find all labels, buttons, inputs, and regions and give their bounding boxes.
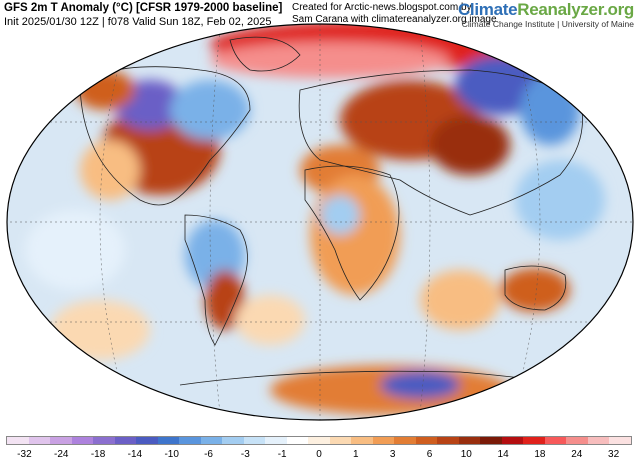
color-scale-segment (372, 437, 395, 444)
color-scale-segment (458, 437, 481, 444)
color-scale-segment (93, 437, 115, 444)
color-scale-segment (415, 437, 438, 444)
color-scale-tick-label: 3 (389, 449, 396, 460)
color-scale-segment (200, 437, 223, 444)
map-subtitle: Init 2025/01/30 12Z | f078 Valid Sun 18Z… (4, 16, 272, 28)
anomaly-field (25, 24, 605, 415)
color-scale-segment (544, 437, 567, 444)
color-scale-segment (286, 437, 309, 444)
color-scale-bar (6, 436, 632, 445)
color-scale-segment (7, 437, 29, 444)
color-scale-ticks: -32 -24 -18 -14 -10 -6 -3 -1 0 1 3 6 10 14 18 24 32 (6, 449, 632, 461)
brand-logo[interactable]: ClimateReanalyzer.org Climate Change Ins… (458, 0, 634, 29)
globe-outline (6, 23, 634, 421)
color-scale-segment (523, 437, 545, 444)
color-scale-segment (179, 437, 201, 444)
color-scale-segment (437, 437, 459, 444)
color-scale-tick-label: 18 (534, 449, 546, 460)
color-scale-tick-label: -3 (240, 449, 250, 460)
color-scale-segment (480, 437, 502, 444)
color-scale-segment (566, 437, 588, 444)
brand-name: ClimateReanalyzer.org (458, 0, 634, 20)
color-scale-segment (265, 437, 287, 444)
color-scale-tick-label: -6 (204, 449, 213, 460)
color-scale-tick-label: -10 (164, 449, 179, 460)
color-scale-tick-label: 10 (460, 449, 472, 460)
color-scale-tick-label: 1 (353, 449, 359, 460)
brand-name-part1: Climate (457, 0, 518, 19)
color-scale-segment (587, 437, 610, 444)
color-scale-tick-label: -32 (17, 449, 32, 460)
color-scale-segment (222, 437, 244, 444)
color-scale-tick-label: -18 (90, 449, 106, 460)
color-scale-tick-label: -14 (127, 449, 143, 460)
color-scale-tick-label: 24 (571, 449, 583, 460)
color-scale-tick-label: -1 (277, 449, 287, 460)
color-scale-segment (114, 437, 137, 444)
color-scale-segment (71, 437, 94, 444)
color-scale-segment (329, 437, 352, 444)
graticule (7, 24, 633, 420)
credit-line-1: Created for Arctic-news.blogspot.com by (292, 2, 472, 13)
color-scale-segment (136, 437, 158, 444)
color-scale-segment (351, 437, 373, 444)
color-scale-tick-label: 0 (316, 449, 322, 460)
color-scale-segment (50, 437, 72, 444)
brand-subtitle: Climate Change Institute | University of… (461, 19, 634, 29)
color-scale-tick-label: -24 (54, 449, 69, 460)
color-scale-segment (243, 437, 266, 444)
brand-name-part2: Reanalyzer.org (517, 0, 634, 19)
color-scale-segment (501, 437, 524, 444)
globe-area (7, 24, 633, 420)
map-title: GFS 2m T Anomaly (°C) [CFSR 1979-2000 ba… (4, 2, 283, 14)
color-scale-segment (157, 437, 180, 444)
color-scale-segment (394, 437, 416, 444)
color-scale-segment (609, 437, 631, 444)
credit-line-2: Sam Carana with climatereanalyzer.org im… (292, 14, 497, 25)
color-scale-segment (308, 437, 330, 444)
color-scale-segment (28, 437, 51, 444)
color-scale-tick-label: 32 (608, 449, 620, 460)
color-scale-tick-label: 6 (426, 449, 433, 460)
credit-text: Created for Arctic-news.blogspot.com by … (292, 2, 497, 26)
color-scale-tick-label: 14 (497, 449, 509, 460)
